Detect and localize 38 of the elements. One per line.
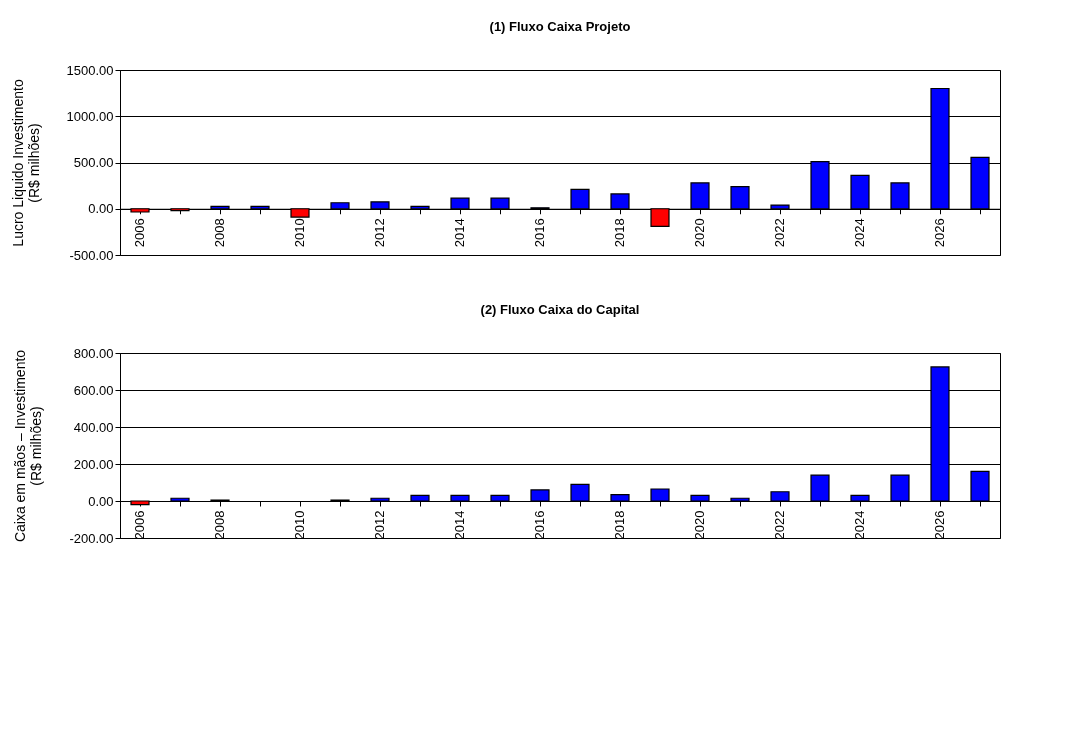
x-tick-label: 2026 (932, 218, 947, 248)
y-tick-label: 200.00 (73, 456, 114, 472)
y-tick-label: 1500.00 (66, 62, 114, 78)
x-tick-label: 2008 (212, 218, 227, 248)
x-tick-label: 2006 (132, 510, 147, 540)
x-tick-label: 2008 (212, 510, 227, 540)
y-axis-title: Caixa em mãos – Investimento (R$ milhões) (12, 349, 45, 543)
x-tick-label: 2024 (852, 510, 867, 540)
x-tick-label: 2024 (852, 218, 867, 248)
x-tick-label: 2020 (692, 218, 707, 248)
x-tick-label: 2020 (692, 510, 707, 540)
x-tick-label: 2010 (292, 510, 307, 540)
y-tick-label: -200.00 (69, 530, 114, 546)
x-tick-label: 2012 (372, 218, 387, 248)
x-tick-label: 2014 (452, 510, 467, 540)
x-tick-label: 2006 (132, 218, 147, 248)
y-tick-label: 500.00 (73, 155, 114, 170)
x-tick-label: 2016 (532, 218, 547, 248)
x-tick-label: 2022 (772, 218, 787, 248)
y-tick-label: 400.00 (73, 419, 114, 435)
bar (130, 500, 150, 506)
x-tick-label: 2026 (932, 510, 947, 540)
y-tick-label: 0.00 (88, 201, 114, 217)
y-tick-label: 600.00 (73, 382, 114, 398)
chart-title: (1) Fluxo Caixa Projeto (489, 19, 631, 34)
y-tick-label: -500.00 (69, 247, 114, 263)
x-tick-label: 2018 (612, 218, 627, 248)
x-tick-label: 2010 (292, 218, 307, 248)
y-tick-label: 0.00 (88, 493, 114, 509)
x-tick-label: 2014 (452, 218, 467, 248)
y-tick-label: 1000.00 (66, 108, 114, 124)
y-axis-title: Lucro Liquido Investimento (R$ milhões) (9, 79, 42, 247)
chart-title: (2) Fluxo Caixa do Capital (480, 302, 640, 317)
x-tick-label: 2018 (612, 510, 627, 540)
x-tick-label: 2022 (772, 510, 787, 540)
x-tick-label: 2012 (372, 510, 387, 540)
x-tick-label: 2016 (532, 510, 547, 540)
y-tick-label: 800.00 (73, 345, 114, 361)
